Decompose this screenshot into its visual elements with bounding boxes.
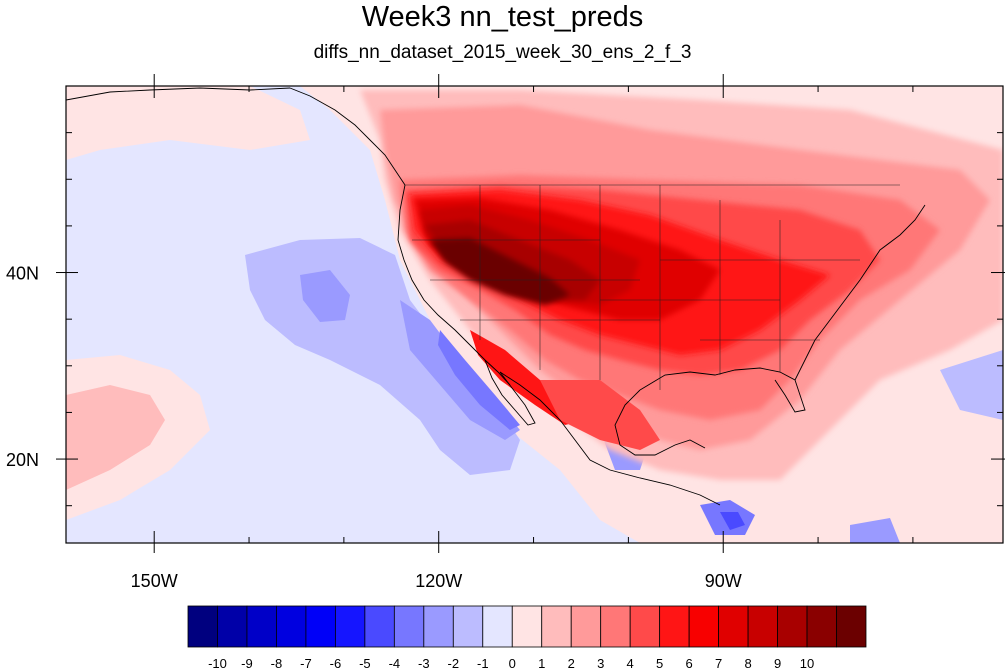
colorbar-swatch: [482, 605, 513, 648]
colorbar-label: -1: [477, 656, 489, 671]
lat-label: 20N: [6, 450, 39, 470]
map-plot-area: [66, 86, 1003, 543]
colorbar-swatch: [777, 605, 808, 648]
plot-title: Week3 nn_test_preds: [361, 1, 644, 33]
colorbar-swatch: [393, 605, 425, 648]
lat-label: 40N: [6, 264, 39, 284]
colorbar-swatch: [423, 605, 454, 648]
colorbar-swatch: [511, 605, 543, 648]
cool-anomaly-east: [940, 350, 1003, 420]
lon-label: 150W: [131, 571, 178, 591]
map-ticks: 150W 120W 90W 40N 20N: [6, 74, 1005, 591]
colorbar-swatch: [806, 605, 837, 648]
colorbar-label: 4: [627, 656, 634, 671]
colorbar-swatch: [570, 605, 602, 648]
baja-peninsula: [484, 359, 536, 426]
colorbar-label: 6: [686, 656, 693, 671]
lon-label: 120W: [415, 571, 462, 591]
colorbar-label: -10: [208, 656, 227, 671]
colorbar-swatch: [836, 605, 867, 648]
colorbar-label: -8: [271, 656, 283, 671]
colorbar-swatch: [452, 605, 484, 648]
colorbar-label: 9: [774, 656, 781, 671]
colorbar-swatch: [718, 605, 749, 648]
colorbar-swatch: [659, 605, 690, 648]
colorbar-swatch: [276, 605, 307, 648]
colorbar-label: -9: [241, 656, 253, 671]
colorbar-label: -7: [300, 656, 312, 671]
colorbar-label: 7: [715, 656, 722, 671]
east-coast: [794, 204, 926, 381]
mexico-gulf: [614, 389, 706, 456]
warm-field-sw-2: [66, 385, 165, 490]
colorbar: -10 -9 -8 -7 -6 -5 -4 -3 -2 -1 0 1 2 3 4 5 6 7 8 9 10: [187, 605, 867, 671]
warm-anomaly-10: [430, 238, 570, 305]
cool-anomaly-2: [300, 270, 350, 322]
warm-field-nw: [66, 86, 310, 160]
cool-anomaly-4: [438, 330, 520, 430]
mexico-west-coast: [499, 371, 721, 506]
lon-label: 90W: [705, 571, 742, 591]
colorbar-label: 8: [744, 656, 751, 671]
colorbar-label: 1: [538, 656, 545, 671]
colorbar-label: -4: [389, 656, 401, 671]
colorbar-swatch: [747, 605, 778, 648]
colorbar-swatch: [600, 605, 631, 648]
colorbar-label: 3: [597, 656, 604, 671]
colorbar-label: 5: [656, 656, 663, 671]
warm-anomaly-mexico: [540, 380, 660, 450]
colorbar-label: -6: [330, 656, 342, 671]
colorbar-label: 0: [509, 656, 516, 671]
cool-anomaly-se: [850, 518, 900, 543]
colorbar-swatch: [541, 605, 572, 648]
canada-coast: [289, 87, 406, 186]
colorbar-swatch: [305, 605, 336, 648]
colorbar-label: -2: [448, 656, 460, 671]
cool-anomaly-central-america-2: [720, 512, 745, 530]
colorbar-swatch: [364, 605, 395, 648]
alaska-coast: [66, 87, 291, 101]
colorbar-swatch: [688, 605, 720, 648]
west-coast: [397, 184, 511, 386]
colorbar-label: 2: [568, 656, 575, 671]
map-frame: [65, 85, 1004, 544]
colorbar-swatch: [217, 605, 248, 648]
colorbar-swatch: [187, 605, 218, 648]
plot-subtitle: diffs_nn_dataset_2015_week_30_ens_2_f_3: [313, 42, 692, 63]
state-borders: [405, 184, 900, 390]
colorbar-swatch: [334, 605, 366, 648]
colorbar-swatch: [246, 605, 277, 648]
colorbar-swatch: [629, 605, 661, 648]
colorbar-label: -5: [359, 656, 371, 671]
colorbar-label: 10: [800, 656, 814, 671]
colorbar-label: -3: [418, 656, 430, 671]
